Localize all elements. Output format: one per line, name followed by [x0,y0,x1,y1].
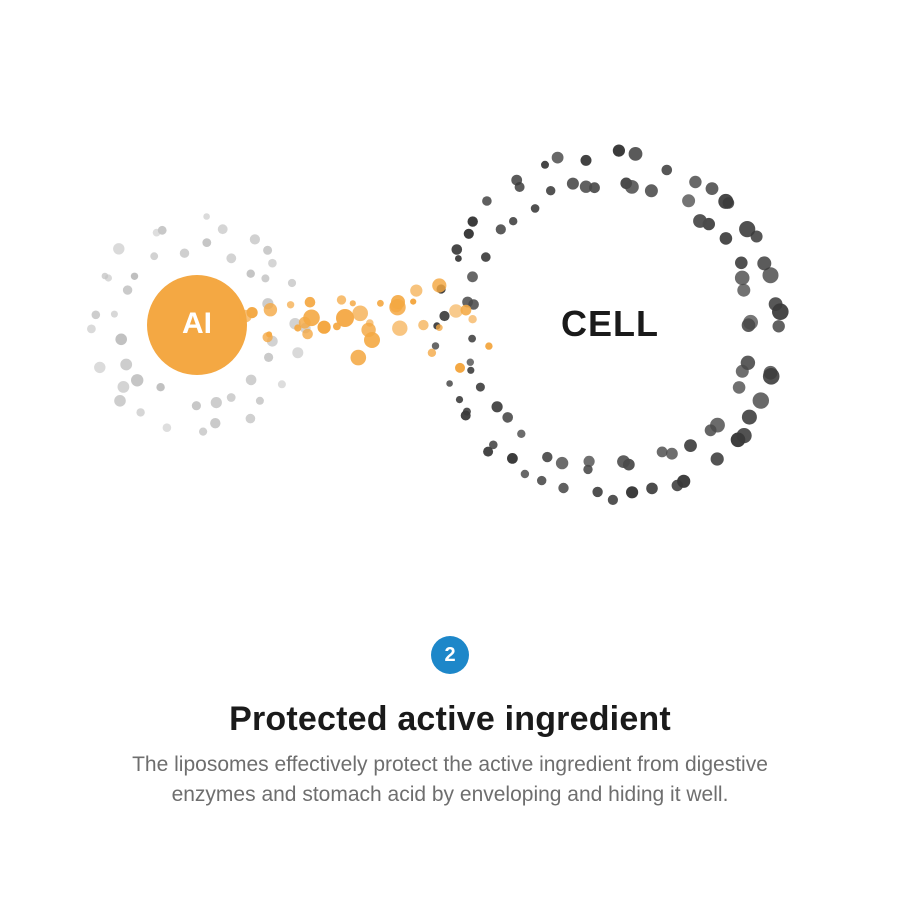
section-body: The liposomes effectively protect the ac… [100,750,800,811]
step-number: 2 [444,644,455,667]
step-number-badge: 2 [431,636,469,674]
infographic-canvas: AI CELL 2 Protected active ingredient Th… [0,0,900,898]
cell-label: CELL [540,303,680,345]
liposome-diagram [0,0,900,600]
ai-label: AI [167,307,227,341]
section-heading: Protected active ingredient [0,700,900,739]
